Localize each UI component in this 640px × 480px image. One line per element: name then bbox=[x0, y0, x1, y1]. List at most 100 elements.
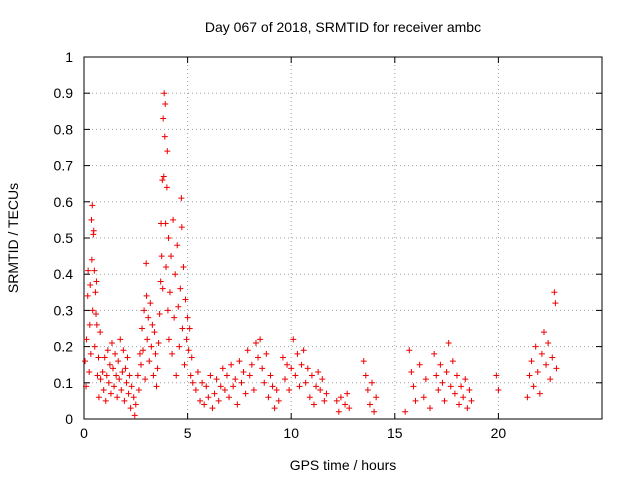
data-point bbox=[263, 350, 270, 357]
data-point bbox=[143, 292, 150, 299]
data-point bbox=[91, 343, 98, 350]
data-point bbox=[538, 350, 545, 357]
data-point bbox=[437, 361, 444, 368]
data-point bbox=[431, 350, 438, 357]
data-point bbox=[131, 412, 138, 419]
data-point bbox=[255, 354, 262, 361]
data-point bbox=[86, 321, 93, 328]
x-tick-label: 5 bbox=[184, 425, 192, 441]
data-point bbox=[173, 372, 180, 379]
data-point bbox=[317, 387, 324, 394]
data-point bbox=[362, 372, 369, 379]
data-point bbox=[493, 372, 500, 379]
y-tick-label: 0.3 bbox=[54, 302, 74, 318]
data-point bbox=[545, 339, 552, 346]
data-point bbox=[180, 263, 187, 270]
data-point bbox=[197, 397, 204, 404]
data-point bbox=[132, 401, 139, 408]
data-point bbox=[462, 376, 469, 383]
y-tick-label: 0.9 bbox=[54, 85, 74, 101]
data-point bbox=[93, 321, 100, 328]
data-point bbox=[271, 405, 278, 412]
data-point bbox=[91, 267, 98, 274]
data-point bbox=[453, 372, 460, 379]
data-point bbox=[140, 347, 147, 354]
data-point bbox=[223, 372, 230, 379]
data-point bbox=[157, 278, 164, 285]
data-point bbox=[495, 387, 502, 394]
data-point bbox=[304, 365, 311, 372]
data-point bbox=[177, 285, 184, 292]
data-point bbox=[315, 368, 322, 375]
data-point bbox=[553, 365, 560, 372]
data-point bbox=[344, 390, 351, 397]
data-point bbox=[323, 390, 330, 397]
data-point bbox=[232, 376, 239, 383]
data-point bbox=[188, 354, 195, 361]
data-point bbox=[84, 292, 91, 299]
data-point bbox=[136, 350, 143, 357]
data-point bbox=[175, 303, 182, 310]
data-point bbox=[141, 307, 148, 314]
data-point bbox=[406, 347, 413, 354]
data-point bbox=[183, 336, 190, 343]
data-point bbox=[179, 325, 186, 332]
y-axis-label: SRMTID / TECUs bbox=[5, 183, 21, 293]
data-point bbox=[296, 383, 303, 390]
data-point bbox=[168, 253, 175, 260]
data-point bbox=[279, 354, 286, 361]
data-point bbox=[159, 285, 166, 292]
data-point bbox=[149, 321, 156, 328]
data-point bbox=[302, 379, 309, 386]
data-point bbox=[122, 365, 129, 372]
data-point bbox=[221, 387, 228, 394]
data-point bbox=[93, 278, 100, 285]
data-point bbox=[321, 397, 328, 404]
data-point bbox=[306, 394, 313, 401]
data-point bbox=[211, 390, 218, 397]
data-point bbox=[292, 372, 299, 379]
data-point bbox=[242, 390, 249, 397]
data-point bbox=[174, 242, 181, 249]
data-point bbox=[162, 101, 169, 108]
data-point bbox=[88, 216, 95, 223]
data-point bbox=[451, 390, 458, 397]
data-point bbox=[178, 224, 185, 231]
data-point bbox=[433, 372, 440, 379]
data-point bbox=[111, 383, 118, 390]
data-point bbox=[87, 350, 94, 357]
data-point bbox=[319, 376, 326, 383]
data-point bbox=[115, 358, 122, 365]
data-point bbox=[234, 401, 241, 408]
data-point bbox=[159, 177, 166, 184]
data-point bbox=[125, 390, 132, 397]
data-point bbox=[184, 314, 191, 321]
data-point bbox=[87, 282, 94, 289]
data-point bbox=[402, 408, 409, 415]
data-point bbox=[134, 372, 141, 379]
chart-title: Day 067 of 2018, SRMTID for receiver amb… bbox=[205, 19, 481, 35]
data-point bbox=[207, 372, 214, 379]
y-tick-label: 0.1 bbox=[54, 375, 74, 391]
data-point bbox=[99, 368, 106, 375]
data-point bbox=[435, 387, 442, 394]
data-point bbox=[441, 397, 448, 404]
data-point bbox=[110, 365, 117, 372]
data-point bbox=[112, 350, 119, 357]
data-point bbox=[92, 289, 99, 296]
data-point bbox=[156, 311, 163, 318]
data-point bbox=[215, 397, 222, 404]
y-tick-label: 0.6 bbox=[54, 194, 74, 210]
data-point bbox=[165, 336, 172, 343]
data-point bbox=[213, 376, 220, 383]
data-point bbox=[543, 361, 550, 368]
data-point bbox=[88, 256, 95, 263]
data-point bbox=[416, 361, 423, 368]
data-point bbox=[118, 387, 125, 394]
data-point bbox=[176, 343, 183, 350]
x-tick-label: 15 bbox=[387, 425, 403, 441]
data-point bbox=[128, 383, 135, 390]
data-point bbox=[373, 394, 380, 401]
data-point bbox=[142, 376, 149, 383]
